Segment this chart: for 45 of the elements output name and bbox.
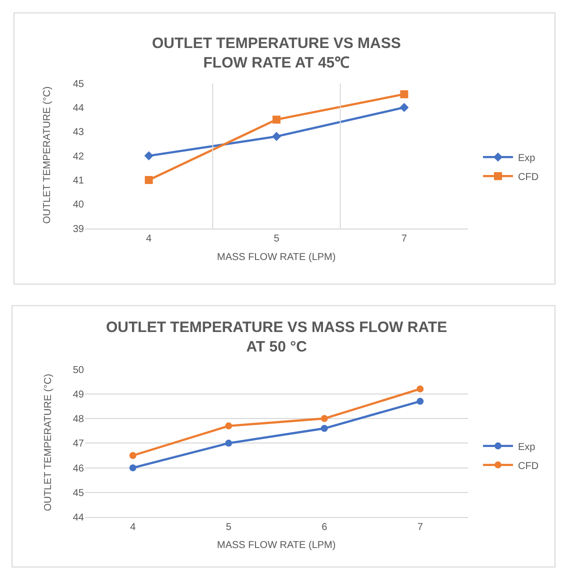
point <box>272 116 280 124</box>
legend-label: Exp <box>518 152 536 164</box>
point <box>129 464 136 472</box>
legend-label: Exp <box>518 442 536 453</box>
y-tick-label: 48 <box>72 414 84 426</box>
point <box>144 176 153 184</box>
y-tick-label: 44 <box>72 102 84 114</box>
legend-label: CFD <box>518 172 539 183</box>
legend-label: CFD <box>518 460 539 472</box>
point <box>225 440 232 447</box>
y-tick-label: 46 <box>72 463 84 474</box>
y-tick-label: 40 <box>72 200 84 211</box>
point <box>400 90 408 98</box>
y-axis-title: OUTLET TEMPERATURE (°C) <box>42 86 54 224</box>
point <box>272 132 282 142</box>
point <box>225 422 232 430</box>
x-tick-label: 4 <box>130 522 136 534</box>
y-tick-label: 39 <box>72 224 84 235</box>
y-tick-label: 45 <box>72 78 84 90</box>
chart-title: OUTLET TEMPERATURE VS MASS FLOW RATE AT 50 °C <box>106 319 448 356</box>
point <box>144 151 154 160</box>
x-axis-title: MASS FLOW RATE (LPM) <box>217 252 336 263</box>
x-axis-title: MASS FLOW RATE (LPM) <box>217 540 336 551</box>
x-tick-label: 5 <box>226 522 232 534</box>
x-tick-label: 7 <box>417 522 424 534</box>
y-tick-label: 43 <box>72 127 84 138</box>
y-tick-label: 41 <box>72 175 84 186</box>
point <box>320 424 328 432</box>
y-tick-label: 47 <box>72 438 84 450</box>
x-tick-label: 7 <box>401 233 408 244</box>
chart-title: OUTLET TEMPERATURE VS MASS FLOW RATE AT 45℃ <box>152 35 401 72</box>
point <box>416 398 424 405</box>
y-tick-label: 50 <box>72 364 84 376</box>
y-axis-title: OUTLET TEMPERATURE (°C) <box>42 374 54 512</box>
point <box>400 102 409 112</box>
x-tick-label: 6 <box>322 522 328 534</box>
y-tick-label: 49 <box>72 389 84 400</box>
x-tick-label: 4 <box>146 233 152 244</box>
y-tick-label: 45 <box>72 488 84 499</box>
point <box>416 385 424 392</box>
point <box>320 415 328 422</box>
y-tick-label: 44 <box>72 512 84 524</box>
y-tick-label: 42 <box>72 151 84 162</box>
point <box>129 452 136 459</box>
x-tick-label: 5 <box>274 233 280 244</box>
